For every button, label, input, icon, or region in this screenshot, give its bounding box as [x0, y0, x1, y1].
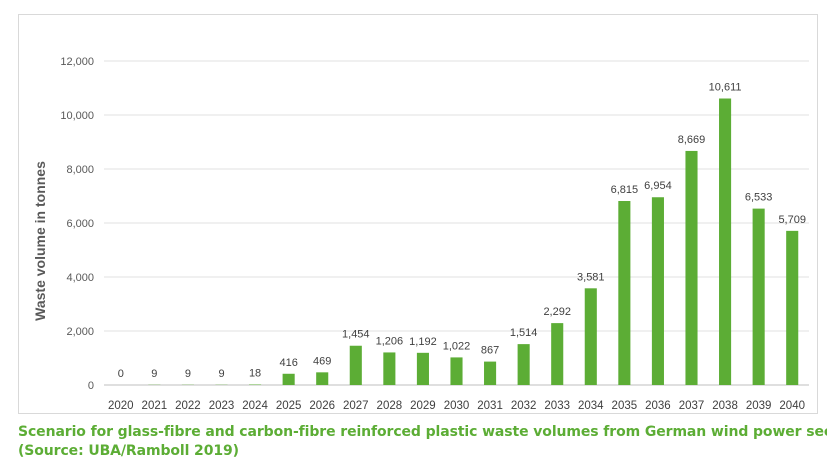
bar: [282, 373, 295, 385]
y-tick-label: 10,000: [60, 110, 94, 122]
figure-source: (Source: UBA/Ramboll 2019): [18, 443, 239, 459]
data-label: 0: [118, 368, 124, 380]
bar: [416, 352, 429, 385]
data-label: 5,709: [778, 214, 806, 226]
bar: [349, 345, 362, 385]
y-axis-label: Waste volume in tonnes: [32, 161, 48, 321]
data-label: 2,292: [543, 306, 571, 318]
y-tick-label: 8,000: [66, 164, 94, 176]
bar: [752, 208, 765, 385]
x-tick-label: 2036: [645, 400, 671, 412]
bar: [618, 200, 631, 385]
x-tick-label: 2039: [746, 400, 772, 412]
y-tick-label: 6,000: [66, 218, 94, 230]
chart-area: 0 2,000 4,000 6,000 8,000 10,000 12,000 0 9 9 9 18…: [18, 14, 818, 414]
bar: [551, 323, 564, 385]
x-tick-label: 2033: [544, 400, 570, 412]
data-label: 9: [185, 368, 191, 380]
bar-chart: 0 2,000 4,000 6,000 8,000 10,000 12,000 0 9 9 9 18…: [32, 56, 809, 412]
data-label: 6,815: [611, 184, 639, 196]
bar: [316, 372, 329, 385]
data-label: 6,954: [644, 180, 672, 192]
x-tick-label: 2035: [612, 400, 638, 412]
x-tick-label: 2040: [779, 400, 805, 412]
bar: [517, 344, 530, 385]
y-tick-label: 2,000: [66, 326, 94, 338]
bar: [450, 357, 463, 385]
data-label: 6,533: [745, 192, 773, 204]
y-axis-ticks: 0 2,000 4,000 6,000 8,000 10,000 12,000: [60, 56, 94, 392]
data-label: 3,581: [577, 271, 605, 283]
x-tick-label: 2026: [309, 400, 335, 412]
data-label: 10,611: [709, 82, 742, 94]
gridlines: [104, 60, 809, 386]
bar: [651, 197, 664, 385]
x-tick-label: 2031: [477, 400, 503, 412]
figure-caption: Scenario for glass-fibre and carbon-fibr…: [18, 424, 827, 440]
bar: [685, 150, 698, 385]
data-label: 9: [218, 368, 224, 380]
data-label: 469: [313, 355, 331, 367]
bars: [148, 98, 799, 386]
y-tick-label: 12,000: [60, 56, 94, 68]
data-label: 1,206: [376, 335, 404, 347]
y-tick-label: 0: [88, 380, 94, 392]
data-label: 8,669: [678, 134, 706, 146]
x-tick-label: 2030: [444, 400, 470, 412]
bar: [786, 230, 799, 385]
bar: [719, 98, 732, 386]
data-label: 867: [481, 345, 499, 357]
x-axis-ticks: 2020 2021 2022 2023 2024 2025 2026 2027 2028 2029…: [108, 400, 805, 412]
x-tick-label: 2025: [276, 400, 302, 412]
x-tick-label: 2034: [578, 400, 604, 412]
data-label: 1,022: [443, 340, 471, 352]
bar: [484, 361, 497, 385]
bar: [383, 352, 396, 385]
data-label: 416: [279, 357, 297, 369]
x-tick-label: 2037: [679, 400, 705, 412]
bar: [584, 288, 597, 385]
x-tick-label: 2022: [175, 400, 201, 412]
x-tick-label: 2028: [377, 400, 403, 412]
data-label: 1,192: [409, 336, 437, 348]
x-tick-label: 2032: [511, 400, 537, 412]
y-tick-label: 4,000: [66, 272, 94, 284]
data-label: 18: [249, 368, 261, 380]
x-tick-label: 2021: [142, 400, 168, 412]
x-tick-label: 2024: [242, 400, 268, 412]
x-tick-label: 2038: [712, 400, 738, 412]
x-tick-label: 2029: [410, 400, 436, 412]
data-label: 9: [151, 368, 157, 380]
x-tick-label: 2027: [343, 400, 369, 412]
x-tick-label: 2023: [209, 400, 235, 412]
data-labels: 0 9 9 9 18 416 469 1,454 1,206 1,192 1,022 867 1,514…: [118, 82, 806, 380]
data-label: 1,514: [510, 327, 538, 339]
data-label: 1,454: [342, 329, 370, 341]
x-tick-label: 2020: [108, 400, 134, 412]
